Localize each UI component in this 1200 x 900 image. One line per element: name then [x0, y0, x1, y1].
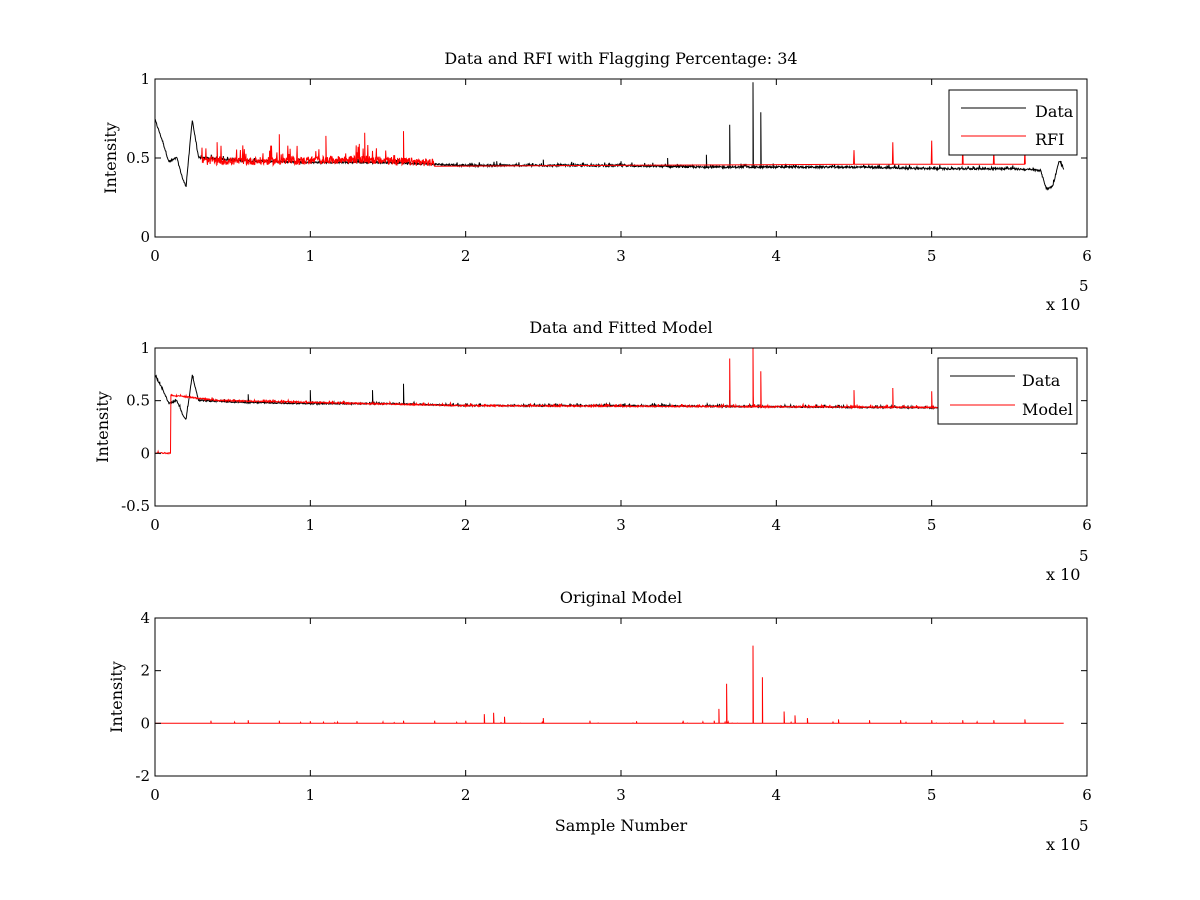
y-tick-label: 1: [140, 339, 150, 357]
panel-original-xlabel: Sample Number: [555, 816, 688, 835]
x-tick-label: 4: [772, 247, 782, 265]
x-tick-label: 3: [616, 786, 626, 804]
panel-original-plot: [155, 645, 1064, 725]
legend-label-data: Data: [1022, 371, 1061, 390]
x-tick-label: 4: [772, 516, 782, 534]
x-tick-label: 4: [772, 786, 782, 804]
panel-rfi-x-multiplier: x 10: [1046, 295, 1080, 314]
x-tick-label: 0: [150, 516, 160, 534]
x-tick-label: 6: [1082, 247, 1092, 265]
x-tick-label: 3: [616, 516, 626, 534]
legend-label-rfi: RFI: [1035, 130, 1064, 149]
x-tick-label: 1: [306, 516, 316, 534]
panel-original-x-multiplier: x 10: [1046, 835, 1080, 854]
panel-rfi-ylabel: Intensity: [101, 122, 120, 194]
x-tick-label: 1: [306, 247, 316, 265]
panel-original-title: Original Model: [560, 588, 682, 607]
panel-fitted-title: Data and Fitted Model: [529, 318, 712, 337]
panel-original-ylabel: Intensity: [107, 661, 126, 733]
model-series-line: [155, 645, 1064, 725]
panel-fitted-legend: Data Model: [937, 357, 1078, 425]
x-tick-label: 5: [927, 247, 937, 265]
panel-rfi-legend: Data RFI: [948, 89, 1078, 156]
legend-box: [937, 357, 1078, 425]
y-tick-label: 0.5: [126, 149, 150, 167]
model-series-line: [154, 347, 1026, 455]
panel-rfi-ticks: 0 1 2 3 4 5 6 0 0.5 1: [126, 70, 1092, 265]
x-tick-label: 3: [616, 247, 626, 265]
panel-fitted-plot: [154, 347, 1064, 455]
panel-rfi-title: Data and RFI with Flagging Percentage: 3…: [444, 49, 797, 68]
y-tick-label: -2: [135, 767, 150, 785]
panel-fitted-x-multiplier-exponent: 5: [1079, 547, 1089, 565]
panel-rfi-x-multiplier-exponent: 5: [1079, 277, 1089, 295]
panel-fitted-ylabel: Intensity: [93, 391, 112, 463]
y-tick-label: 0: [140, 444, 150, 462]
x-tick-label: 6: [1082, 786, 1092, 804]
x-tick-label: 2: [461, 247, 471, 265]
y-tick-label: 0: [140, 228, 150, 246]
rfi-series-line: [201, 131, 1026, 167]
legend-box: [948, 89, 1078, 156]
x-tick-label: 6: [1082, 516, 1092, 534]
x-tick-label: 2: [461, 786, 471, 804]
panel-original-x-multiplier-exponent: 5: [1079, 817, 1089, 835]
legend-label-model: Model: [1022, 400, 1073, 419]
y-tick-label: 0.5: [126, 392, 150, 410]
x-tick-label: 5: [927, 786, 937, 804]
y-tick-label: 0: [140, 714, 150, 732]
x-tick-label: 5: [927, 516, 937, 534]
y-tick-label: -0.5: [121, 497, 150, 515]
x-tick-label: 0: [150, 786, 160, 804]
y-tick-label: 1: [140, 70, 150, 88]
x-tick-label: 0: [150, 247, 160, 265]
panel-fitted-x-multiplier: x 10: [1046, 565, 1080, 584]
legend-label-data: Data: [1035, 102, 1074, 121]
panel-fitted: Data and Fitted Model Intensity 0 1 2 3 4 5 6 -…: [93, 318, 1092, 584]
panel-fitted-ticks: 0 1 2 3 4 5 6-0.500.51: [121, 339, 1092, 534]
x-tick-label: 2: [461, 516, 471, 534]
panel-rfi-plot: [154, 82, 1065, 191]
panel-rfi: Data and RFI with Flagging Percentage: 3…: [101, 49, 1092, 314]
x-tick-label: 1: [306, 786, 316, 804]
y-tick-label: 4: [140, 609, 150, 627]
y-tick-label: 2: [140, 662, 150, 680]
